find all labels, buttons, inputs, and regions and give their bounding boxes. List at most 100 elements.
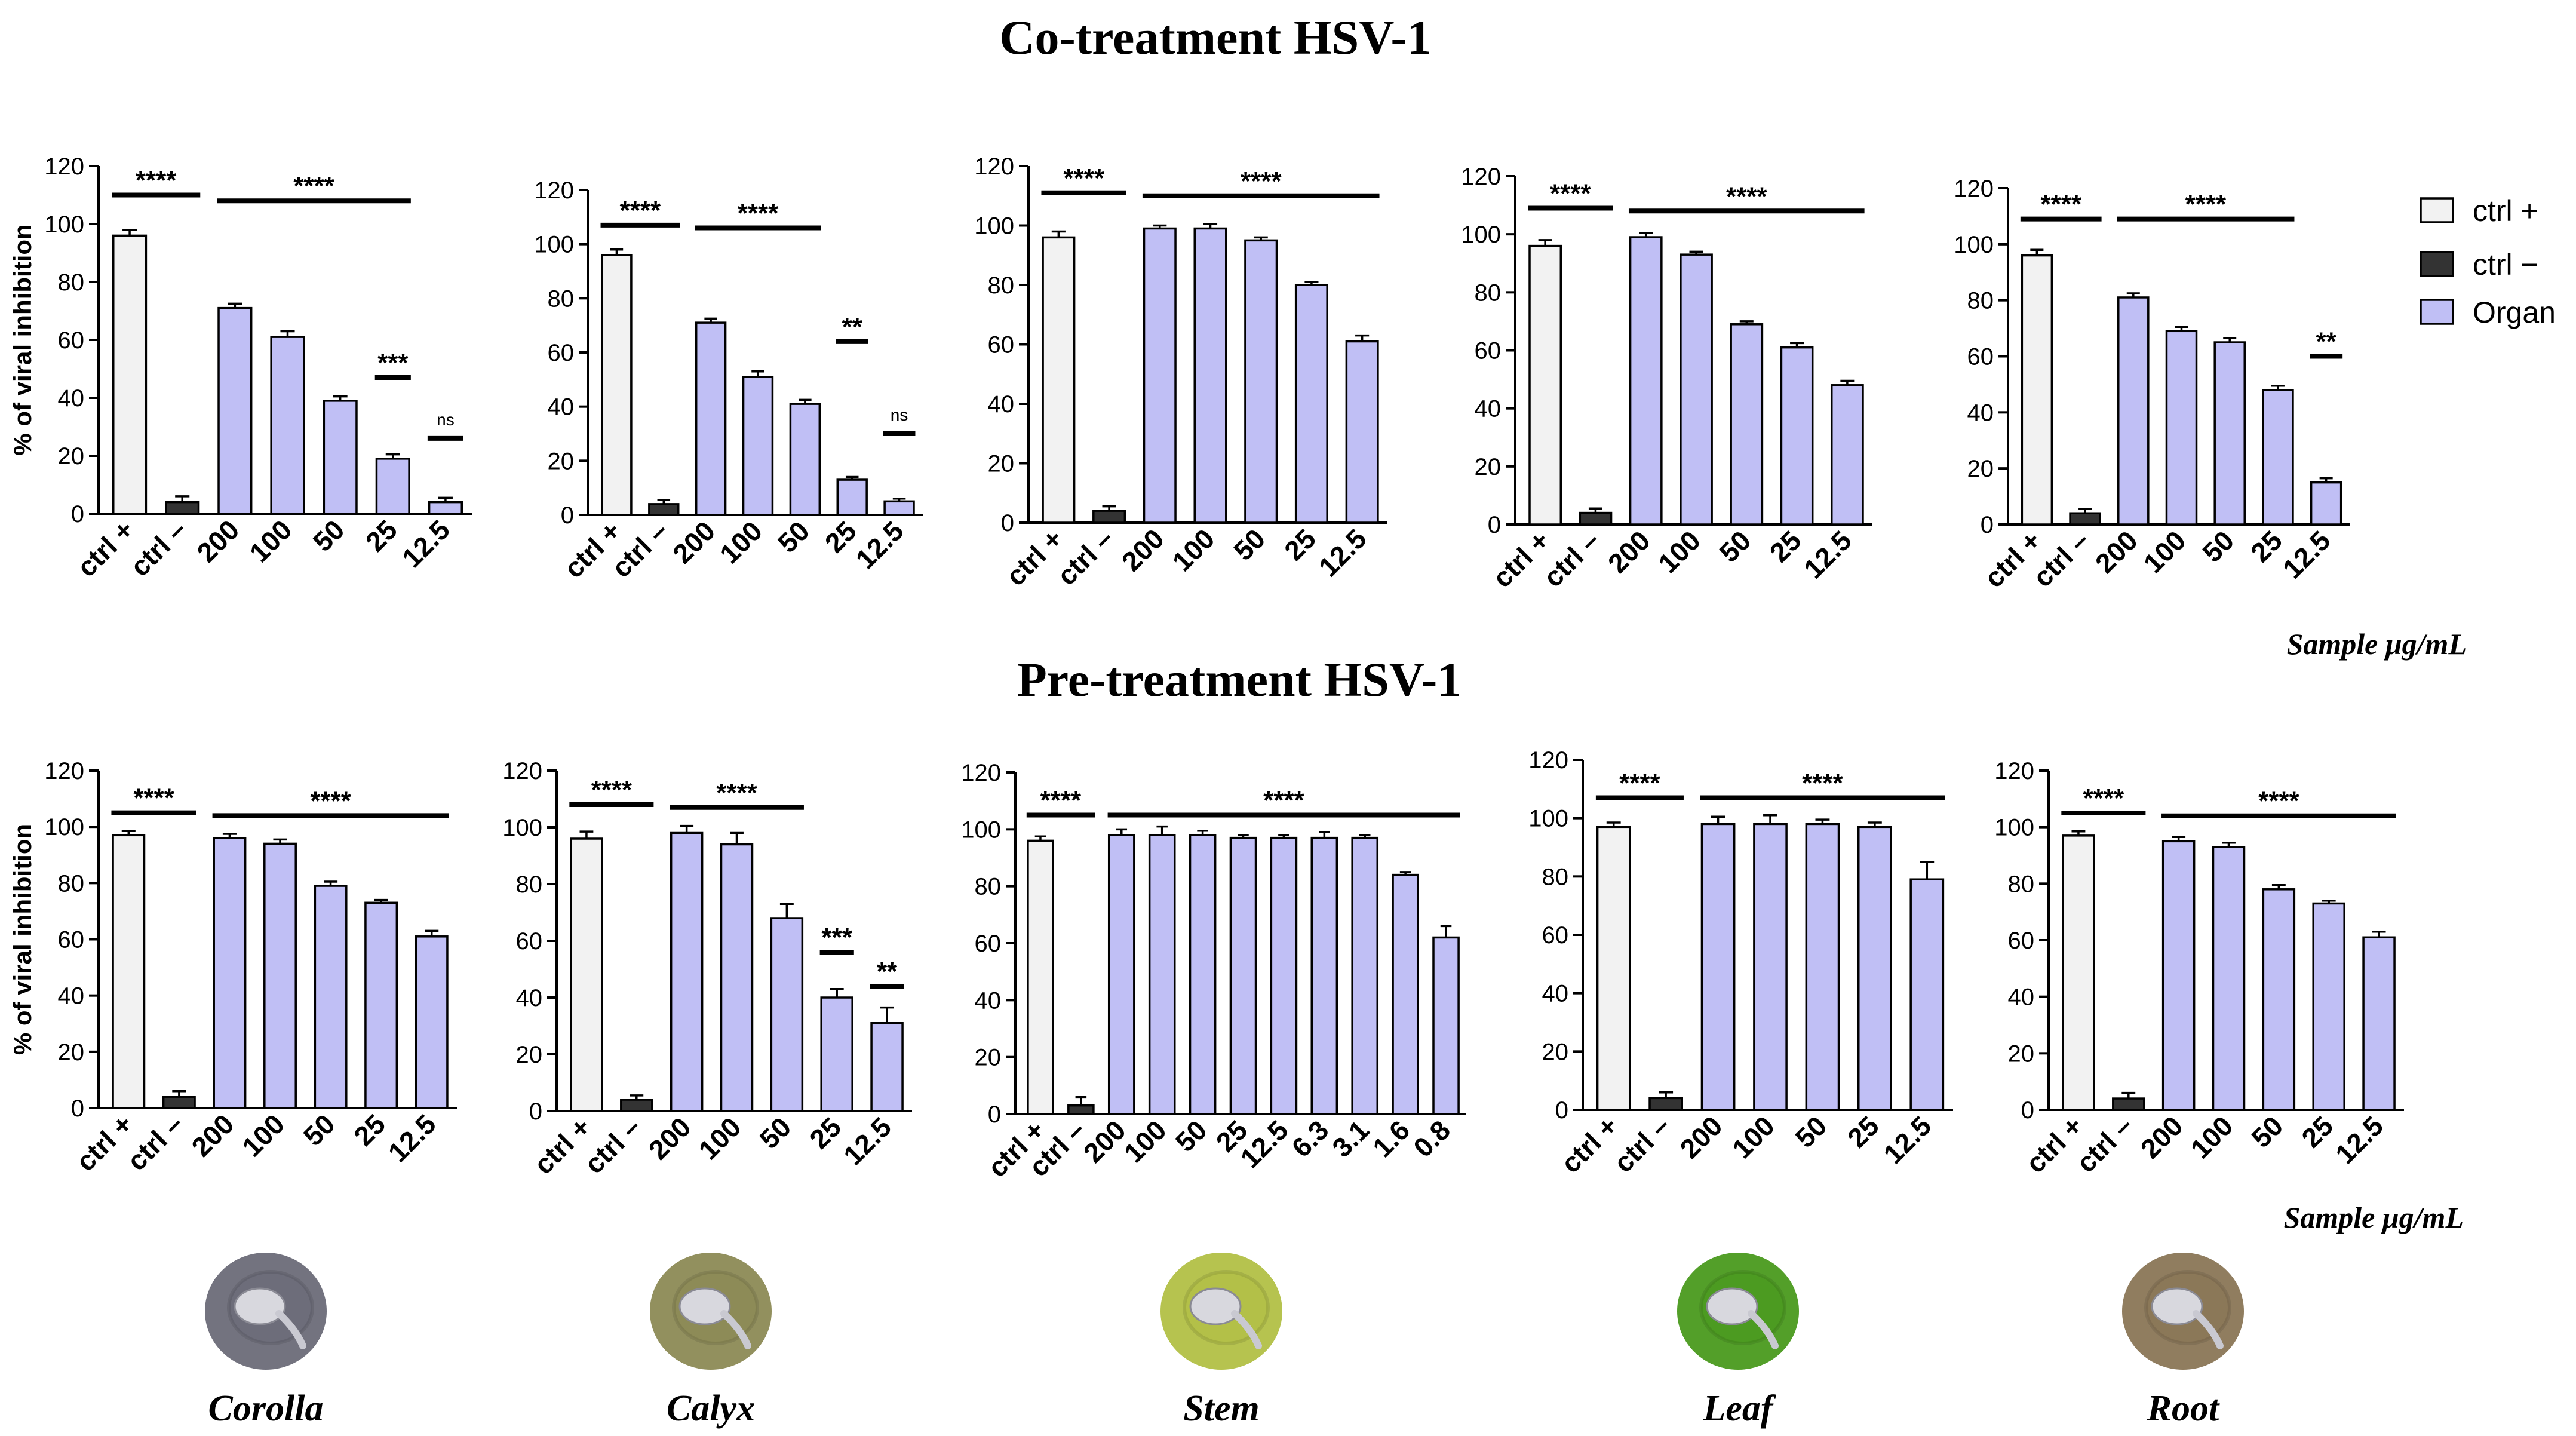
spoon-handle-icon (2193, 1310, 2224, 1349)
legend: ctrl + ctrl − Organ (2420, 194, 2556, 329)
pre-root-bar (2112, 1097, 2145, 1111)
pre-stem-ytick-label: 40 (975, 987, 1002, 1014)
co-corolla-sig-label: **** (136, 166, 177, 195)
co-calyx-bar (695, 321, 727, 516)
pre-stem-bar (1067, 1104, 1095, 1115)
pre-corolla-bar (314, 885, 348, 1109)
co-root-bar (2021, 254, 2053, 526)
pre-stem-bar (1027, 839, 1054, 1115)
co-calyx-ytick-label: 40 (548, 394, 575, 421)
organ-label-calyx: Calyx (667, 1388, 755, 1429)
pre-stem-ytick-label: 20 (975, 1045, 1002, 1071)
pre-leaf-category-label: ctrl – (1608, 1110, 1677, 1179)
pre-corolla-category-label: 200 (185, 1108, 240, 1162)
co-calyx-ytick-label: 100 (534, 232, 574, 258)
legend-swatch-ctrl-neg (2420, 251, 2454, 277)
co-leaf-bar (1579, 511, 1613, 526)
pre-stem-bar (1229, 836, 1257, 1115)
pre-root-ytick-label: 120 (1994, 758, 2034, 784)
pre-calyx-bar (670, 831, 704, 1112)
co-corolla-ytick-label: 100 (44, 211, 84, 238)
pre-root-bar (2062, 834, 2095, 1111)
pre-stem-ytick-label: 60 (975, 931, 1002, 957)
pre-stem-bar (1432, 936, 1460, 1115)
co-calyx-ytick-label: 0 (561, 502, 574, 529)
pre-corolla-ytick-label: 60 (58, 927, 85, 953)
co-corolla-bar (217, 306, 253, 515)
organ-images: Corolla Calyx Stem Leaf Root (205, 1253, 2244, 1429)
co-corolla-sig-label: *** (377, 348, 409, 378)
co-root-sig-label: **** (2040, 190, 2081, 219)
pre-root-ytick-label: 20 (2008, 1041, 2035, 1067)
pre-leaf-bar (1909, 878, 1945, 1111)
pre-leaf-category-label: 50 (1789, 1110, 1833, 1153)
pre-corolla-category-label: 100 (236, 1108, 290, 1162)
pre-corolla-ytick-label: 80 (58, 870, 85, 897)
pre-stem-category-label: 100 (1118, 1114, 1172, 1168)
legend-label-ctrl-neg: ctrl − (2473, 248, 2538, 281)
pre-calyx-ytick-label: 0 (529, 1099, 542, 1125)
co-root-bar (2213, 341, 2246, 526)
pre-leaf-bar (1596, 826, 1631, 1111)
pre-corolla-ytick-label: 0 (71, 1096, 84, 1122)
co-root-ytick-label: 20 (1967, 456, 1994, 482)
co-corolla-bar (112, 234, 148, 515)
co-root-ytick-label: 40 (1967, 400, 1994, 426)
pre-calyx-bar (620, 1099, 653, 1112)
pre-root-category-label: 12.5 (2329, 1110, 2389, 1170)
co-stem-category-label: 50 (1227, 523, 1271, 566)
co-leaf-sig-label: **** (1726, 182, 1767, 211)
pre-leaf-ytick-label: 100 (1528, 806, 1568, 832)
co-root-category-label: 12.5 (2277, 524, 2336, 584)
co-calyx-category-label: 100 (714, 515, 768, 569)
legend-label-organ: Organ (2473, 296, 2556, 329)
pre-root-sig-label: **** (2083, 784, 2124, 813)
co-corolla-ylabel: % of viral inhibition (8, 224, 36, 455)
pre-stem-bar (1310, 836, 1338, 1115)
pre-root-ytick-label: 100 (1994, 815, 2034, 841)
co-corolla-category-label: ctrl – (124, 514, 193, 582)
pre-calyx-category-label: 12.5 (837, 1111, 897, 1171)
co-calyx-sig-label: ** (842, 312, 863, 342)
pre-leaf-ytick-label: 60 (1542, 922, 1569, 949)
pre-stem-bar (1392, 873, 1419, 1115)
co-root-sig-label: **** (2185, 190, 2227, 219)
pre-corolla-category-label: 50 (297, 1108, 341, 1152)
co-calyx-ytick-label: 20 (548, 448, 575, 474)
pre-calyx-bar (820, 996, 853, 1112)
co-corolla-ytick-label: 80 (58, 269, 85, 296)
pre-leaf-sig-label: **** (1802, 768, 1843, 797)
pre-calyx-bar (720, 843, 754, 1112)
co-calyx-category-label: 50 (772, 515, 815, 559)
pre-calyx-category-label: 50 (753, 1111, 797, 1155)
pre-corolla-category-label: 12.5 (382, 1108, 442, 1168)
pre-leaf-bar (1857, 826, 1892, 1111)
pre-stem-category-label: 3.1 (1326, 1114, 1375, 1163)
pre-root-category-label: ctrl – (2070, 1110, 2139, 1179)
pre-stem-ytick-label: 120 (961, 760, 1001, 786)
pre-root-bar (2161, 840, 2196, 1111)
pre-leaf-category-label: 200 (1674, 1110, 1728, 1164)
pre-calyx-sig-label: *** (822, 923, 853, 952)
co-stem-ytick-label: 40 (988, 391, 1015, 418)
co-calyx-sig-label: **** (620, 196, 661, 225)
pre-calyx-ytick-label: 60 (516, 928, 543, 955)
co-corolla-sig-label: ns (437, 410, 455, 429)
co-stem-ytick-label: 80 (988, 272, 1015, 299)
pre-calyx-bar (570, 837, 603, 1112)
pre-root-bar (2262, 888, 2296, 1111)
pre-treatment-title: Pre-treatment HSV-1 (1017, 652, 1462, 707)
pre-root-category-label: 100 (2185, 1110, 2239, 1164)
pre-calyx-category-label: ctrl – (578, 1111, 647, 1180)
legend-label-ctrl-pos: ctrl + (2473, 194, 2538, 228)
co-corolla-ytick-label: 60 (58, 327, 85, 354)
co-corolla-chart: 0 20 40 60 80 100 120 % of viral inhibition ctrl… (8, 154, 472, 583)
spoon-bowl-icon (234, 1287, 286, 1325)
co-treatment-title: Co-treatment HSV-1 (999, 10, 1431, 65)
pre-leaf-category-label: 12.5 (1877, 1110, 1937, 1170)
co-stem-bar (1042, 236, 1076, 524)
